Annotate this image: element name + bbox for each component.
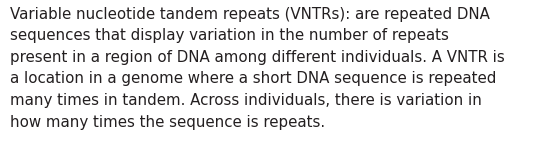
Text: Variable nucleotide tandem repeats (VNTRs): are repeated DNA
sequences that disp: Variable nucleotide tandem repeats (VNTR… (10, 7, 505, 130)
